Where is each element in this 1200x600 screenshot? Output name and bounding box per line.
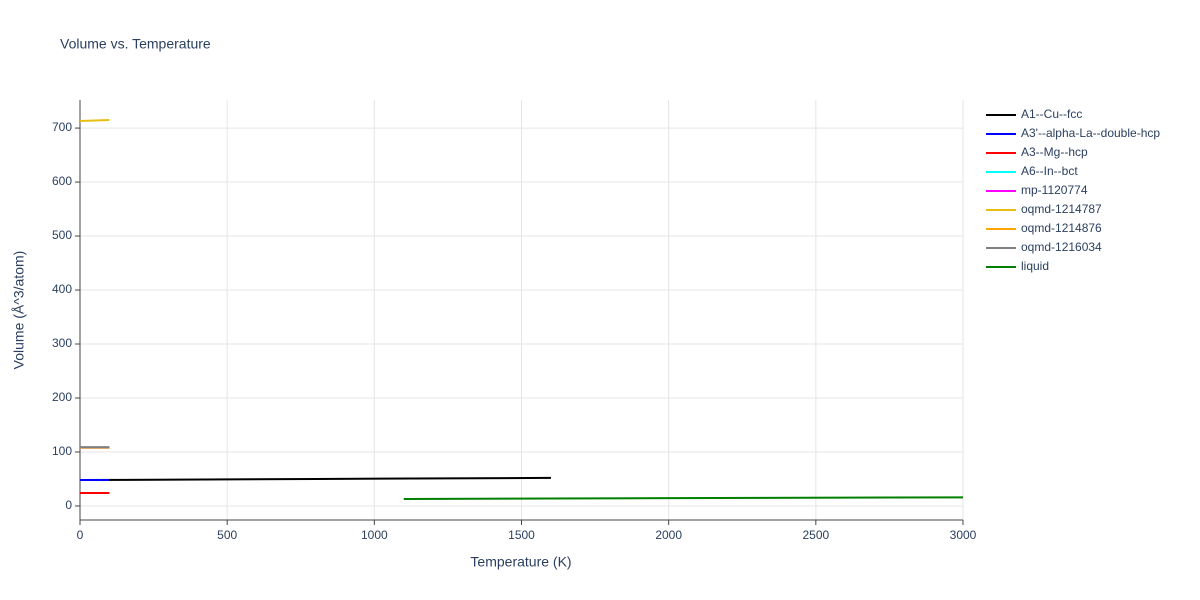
legend-label: mp-1120774 — [1021, 183, 1088, 197]
y-tick-label: 100 — [52, 444, 72, 458]
legend-label: oqmd-1214876 — [1021, 221, 1102, 235]
x-tick-label: 1500 — [508, 528, 535, 542]
x-tick-label: 3000 — [950, 528, 977, 542]
y-tick-label: 300 — [52, 336, 72, 350]
x-tick-label: 2500 — [802, 528, 829, 542]
x-tick-label: 500 — [217, 528, 237, 542]
chart-title: Volume vs. Temperature — [60, 36, 211, 52]
legend-label: oqmd-1216034 — [1021, 240, 1102, 254]
series-line — [79, 118, 110, 123]
x-tick-label: 0 — [77, 528, 84, 542]
legend-label: liquid — [1021, 259, 1049, 273]
x-tick-label: 2000 — [655, 528, 682, 542]
legend-label: A3'--alpha-La--double-hcp — [1021, 126, 1160, 140]
x-axis-label: Temperature (K) — [470, 554, 571, 570]
y-tick-label: 700 — [52, 120, 72, 134]
y-tick-label: 600 — [52, 174, 72, 188]
y-tick-label: 200 — [52, 390, 72, 404]
series-line — [79, 476, 551, 482]
y-tick-label: 400 — [52, 282, 72, 296]
y-tick-label: 500 — [52, 228, 72, 242]
y-axis-label: Volume (Å^3/atom) — [11, 251, 27, 370]
legend-label: A6--In--bct — [1021, 164, 1078, 178]
legend-label: oqmd-1214787 — [1021, 202, 1102, 216]
y-tick-label: 0 — [65, 498, 72, 512]
series-line — [403, 496, 964, 500]
x-tick-label: 1000 — [361, 528, 388, 542]
legend-label: A3--Mg--hcp — [1021, 145, 1088, 159]
legend-label: A1--Cu--fcc — [1021, 107, 1082, 121]
